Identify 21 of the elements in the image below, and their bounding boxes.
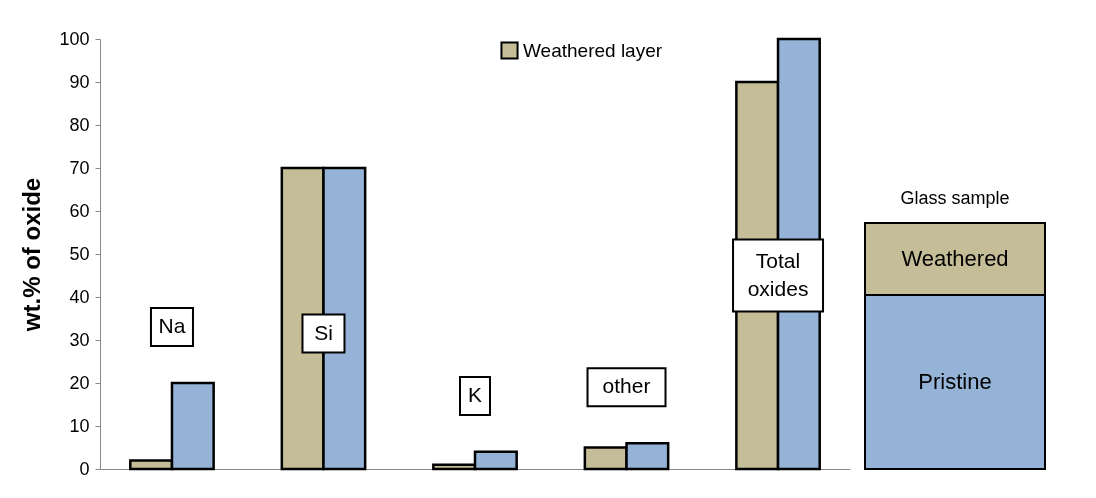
x-tick-label: Total oxides — [747, 248, 809, 300]
y-tick-label: 0 — [79, 458, 90, 479]
x-tick-label: Si — [314, 320, 333, 344]
y-tick-label: 100 — [59, 28, 90, 49]
y-tick-label: 60 — [69, 200, 90, 221]
y-tick-label: 10 — [69, 415, 90, 436]
legend-label: Weathered layer — [523, 39, 663, 61]
y-axis-title: wt.% of oxide — [18, 177, 46, 333]
y-tick-label: 50 — [69, 243, 90, 264]
y-tick-label: 70 — [69, 157, 90, 178]
text: Weathered — [901, 246, 1009, 271]
y-tick-label: 40 — [69, 286, 90, 307]
text: Pristine — [918, 369, 992, 394]
y-tick-label: 90 — [69, 71, 90, 92]
x-tick-label: Na — [158, 314, 186, 338]
y-tick-label: 80 — [69, 114, 90, 135]
y-tick-label: 30 — [69, 329, 90, 350]
text: Glass sample — [900, 188, 1010, 208]
x-tick-label: other — [602, 374, 651, 398]
y-tick-label: 20 — [69, 372, 90, 393]
x-tick-label: K — [467, 382, 483, 406]
